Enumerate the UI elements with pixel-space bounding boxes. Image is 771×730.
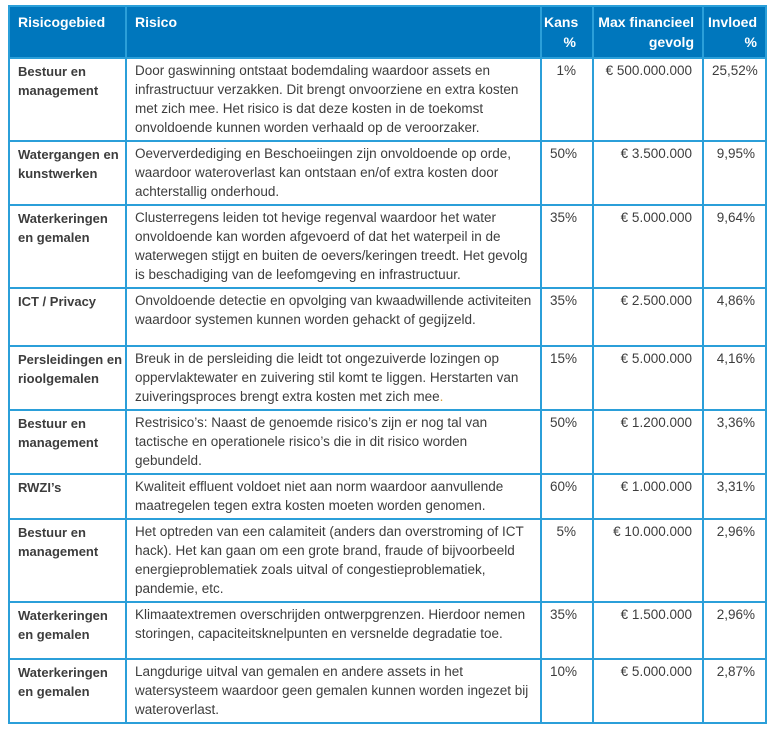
table-row: Watergangen en kunstwerken Oeververdedigi…	[8, 140, 767, 206]
risk-area-cell: Bestuur en management	[8, 409, 127, 475]
table-row: ICT / Privacy Onvoldoende detectie en opv…	[8, 287, 767, 347]
table-row: Waterkeringen en gemalen Klimaatextremen …	[8, 601, 767, 660]
gevolg-cell: € 2.500.000	[592, 287, 704, 347]
invloed-cell: 9,64%	[702, 204, 767, 289]
highlighted-period: .	[439, 389, 444, 404]
col-header-invloed: Invloed %	[702, 5, 767, 59]
gevolg-cell: € 5.000.000	[592, 658, 704, 724]
risk-area-cell: ICT / Privacy	[8, 287, 127, 347]
invloed-cell: 2,87%	[702, 658, 767, 724]
risk-area-cell: Waterkeringen en gemalen	[8, 601, 127, 660]
header-row: Risicogebied Risico Kans % Max financiee…	[8, 5, 767, 59]
risk-description-cell: Oeververdediging en Beschoeiingen zijn o…	[125, 140, 542, 206]
invloed-cell: 4,16%	[702, 345, 767, 411]
kans-cell: 35%	[540, 204, 594, 289]
risk-description-cell: Onvoldoende detectie en opvolging van kw…	[125, 287, 542, 347]
gevolg-cell: € 1.000.000	[592, 473, 704, 520]
gevolg-cell: € 500.000.000	[592, 57, 704, 142]
gevolg-cell: € 1.200.000	[592, 409, 704, 475]
gevolg-cell: € 5.000.000	[592, 345, 704, 411]
col-header-risico: Risico	[125, 5, 542, 59]
risk-area-cell: RWZI’s	[8, 473, 127, 520]
gevolg-cell: € 10.000.000	[592, 518, 704, 603]
risk-description-cell: Kwaliteit effluent voldoet niet aan norm…	[125, 473, 542, 520]
risk-area-cell: Bestuur en management	[8, 518, 127, 603]
gevolg-cell: € 3.500.000	[592, 140, 704, 206]
col-header-risicogebied: Risicogebied	[8, 5, 127, 59]
risk-area-cell: Watergangen en kunstwerken	[8, 140, 127, 206]
table-body: Bestuur en management Door gaswinning ont…	[8, 57, 767, 724]
kans-cell: 50%	[540, 409, 594, 475]
col-header-kans: Kans %	[540, 5, 594, 59]
risk-area-cell: Bestuur en management	[8, 57, 127, 142]
invloed-cell: 4,86%	[702, 287, 767, 347]
risk-description-cell: Breuk in de persleiding die leidt tot on…	[125, 345, 542, 411]
col-header-max-financieel-gevolg: Max financieel gevolg	[592, 5, 704, 59]
table-row: Bestuur en management Door gaswinning ont…	[8, 57, 767, 142]
invloed-cell: 3,31%	[702, 473, 767, 520]
risk-description-cell: Door gaswinning ontstaat bodemdaling waa…	[125, 57, 542, 142]
risk-description-cell: Clusterregens leiden tot hevige regenval…	[125, 204, 542, 289]
table-row: RWZI’s Kwaliteit effluent voldoet niet aa…	[8, 473, 767, 520]
kans-cell: 15%	[540, 345, 594, 411]
table-row: Persleidingen en rioolgemalen Breuk in de…	[8, 345, 767, 411]
invloed-cell: 2,96%	[702, 518, 767, 603]
risk-area-cell: Waterkeringen en gemalen	[8, 204, 127, 289]
table-row: Waterkeringen en gemalen Clusterregens le…	[8, 204, 767, 289]
risk-area-cell: Waterkeringen en gemalen	[8, 658, 127, 724]
kans-cell: 60%	[540, 473, 594, 520]
kans-cell: 5%	[540, 518, 594, 603]
kans-cell: 35%	[540, 287, 594, 347]
gevolg-cell: € 5.000.000	[592, 204, 704, 289]
risk-description-cell: Klimaatextremen overschrijden ontwerpgre…	[125, 601, 542, 660]
invloed-cell: 25,52%	[702, 57, 767, 142]
risk-area-cell: Persleidingen en rioolgemalen	[8, 345, 127, 411]
kans-cell: 10%	[540, 658, 594, 724]
invloed-cell: 3,36%	[702, 409, 767, 475]
risk-description-cell: Langdurige uitval van gemalen en andere …	[125, 658, 542, 724]
table-row: Bestuur en management Restrisico’s: Naast…	[8, 409, 767, 475]
kans-cell: 35%	[540, 601, 594, 660]
risk-description-cell: Restrisico’s: Naast de genoemde risico’s…	[125, 409, 542, 475]
table-row: Waterkeringen en gemalen Langdurige uitva…	[8, 658, 767, 724]
risk-description-cell: Het optreden van een calamiteit (anders …	[125, 518, 542, 603]
kans-cell: 1%	[540, 57, 594, 142]
gevolg-cell: € 1.500.000	[592, 601, 704, 660]
table-row: Bestuur en management Het optreden van ee…	[8, 518, 767, 603]
kans-cell: 50%	[540, 140, 594, 206]
risk-table: Risicogebied Risico Kans % Max financiee…	[8, 5, 767, 724]
invloed-cell: 9,95%	[702, 140, 767, 206]
invloed-cell: 2,96%	[702, 601, 767, 660]
